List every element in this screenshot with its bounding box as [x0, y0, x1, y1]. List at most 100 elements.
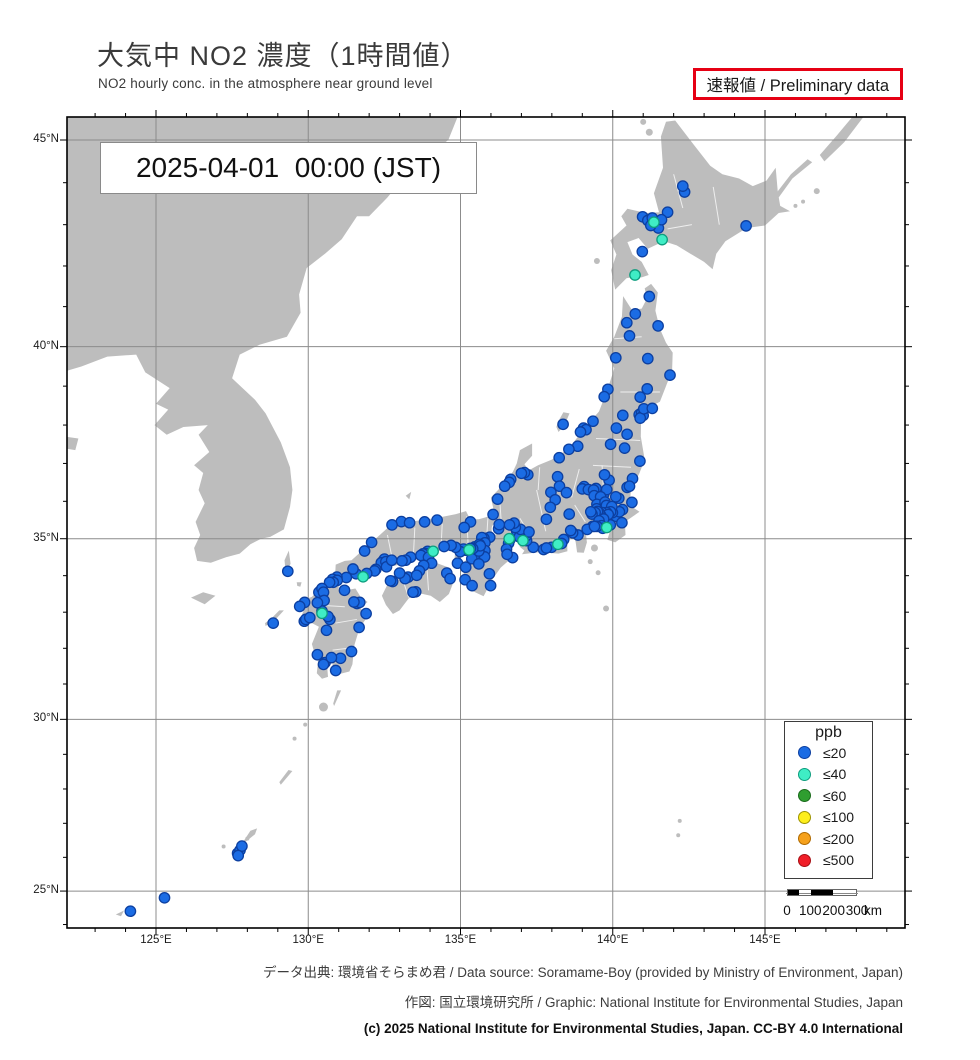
legend-dot-icon [798, 832, 811, 846]
scale-bar-segment [810, 890, 834, 895]
station-dot [563, 508, 576, 520]
station-dot [517, 534, 529, 547]
lon-tick-label: 140°E [597, 934, 629, 946]
station-dot [636, 245, 649, 258]
station-dot [629, 308, 642, 320]
legend-dot-icon [798, 767, 811, 781]
station-dot [557, 418, 569, 431]
station-dot [618, 442, 631, 454]
station-dot [564, 524, 577, 537]
scale-bar-unit: km [864, 903, 882, 918]
station-dot [463, 544, 475, 556]
station-dot [621, 428, 633, 441]
lon-tick-label: 145°E [749, 934, 781, 946]
station-dot [347, 563, 359, 575]
station-dot [459, 561, 472, 574]
legend-item-label: ≤60 [823, 787, 847, 804]
scale-bar [786, 889, 858, 896]
lon-tick-label: 125°E [140, 934, 172, 946]
station-dot [620, 316, 633, 329]
station-dot [483, 567, 496, 580]
legend-dot-icon [798, 789, 811, 803]
station-dot [641, 352, 654, 365]
station-dot [503, 519, 516, 531]
footer-data-source: データ出典: 環境省そらまめ君 / Data source: Soramame-… [263, 965, 903, 980]
page-title: 大気中 NO2 濃度（1時間値） [97, 41, 469, 71]
station-dot [503, 532, 516, 545]
station-dot [293, 600, 306, 613]
legend-title: ppb [815, 724, 842, 741]
legend-rows: ≤20 ≤40 ≤60 ≤100 ≤200 ≤500 [785, 742, 872, 871]
station-dot [588, 520, 601, 533]
station-dot [629, 269, 641, 281]
station-dot [329, 664, 342, 677]
station-dot [600, 521, 613, 534]
station-dot [338, 584, 351, 597]
station-dot [598, 468, 611, 481]
legend-dot-icon [798, 746, 811, 760]
station-dot [348, 596, 360, 608]
legend-item-label: ≤20 [823, 744, 847, 761]
station-dot [232, 849, 245, 862]
station-dot [648, 216, 660, 229]
japan-map [60, 110, 912, 935]
station-dot [616, 516, 628, 529]
station-dot [386, 519, 398, 531]
station-dot [320, 624, 333, 637]
station-dot [393, 567, 406, 579]
legend-item: ≤500 [785, 850, 872, 872]
scale-bar-tick-label: 0 [783, 903, 791, 918]
lat-tick-label: 35°N [33, 531, 59, 544]
station-dot [316, 607, 328, 620]
legend-item-label: ≤100 [823, 809, 855, 826]
legend-item: ≤100 [785, 807, 872, 829]
scale-bar-tick-label: 100 [799, 903, 822, 918]
lon-tick-label: 135°E [444, 934, 477, 946]
station-dot [604, 438, 617, 451]
station-dots [124, 180, 752, 918]
station-dot [281, 565, 294, 578]
station-dot [353, 621, 365, 634]
scale-bar-tick-label: 300 [845, 903, 869, 918]
page-subtitle: NO2 hourly conc. in the atmosphere near … [98, 76, 433, 91]
lat-tick-label: 30°N [33, 712, 59, 725]
station-dot [634, 455, 646, 467]
station-dot [553, 451, 566, 464]
map-canvas [57, 107, 915, 938]
station-dot [360, 607, 372, 620]
land-layer [67, 117, 905, 928]
station-dot [124, 905, 137, 918]
station-dot [661, 206, 674, 219]
station-dot [609, 351, 622, 364]
station-dot [484, 579, 497, 592]
station-dot [358, 545, 371, 557]
station-dot [552, 538, 564, 551]
preliminary-data-badge: 速報値 / Preliminary data [692, 68, 903, 100]
station-dot [598, 390, 611, 403]
station-dot [458, 521, 471, 534]
station-dot [610, 422, 623, 434]
station-dot [472, 558, 485, 570]
station-dot [574, 426, 587, 438]
station-dot [487, 508, 499, 521]
station-dot [740, 220, 752, 232]
legend-dot-icon [798, 853, 811, 867]
station-dot [626, 496, 638, 509]
legend-item-label: ≤200 [823, 830, 855, 847]
legend-item-label: ≤500 [823, 852, 855, 869]
station-dot [403, 516, 416, 529]
station-dot [325, 651, 338, 664]
station-dot [584, 505, 597, 518]
station-dot [656, 233, 668, 246]
station-dot [427, 545, 439, 558]
station-dot [551, 470, 564, 483]
station-dot [410, 569, 423, 582]
station-dot [431, 514, 443, 526]
scale-bar-segment [788, 890, 800, 895]
station-dot [466, 579, 478, 592]
station-dot [357, 570, 369, 583]
station-dot [540, 542, 553, 554]
station-dot [396, 555, 408, 567]
station-dot [587, 415, 599, 428]
scale-bar-tick-label: 200 [822, 903, 845, 918]
